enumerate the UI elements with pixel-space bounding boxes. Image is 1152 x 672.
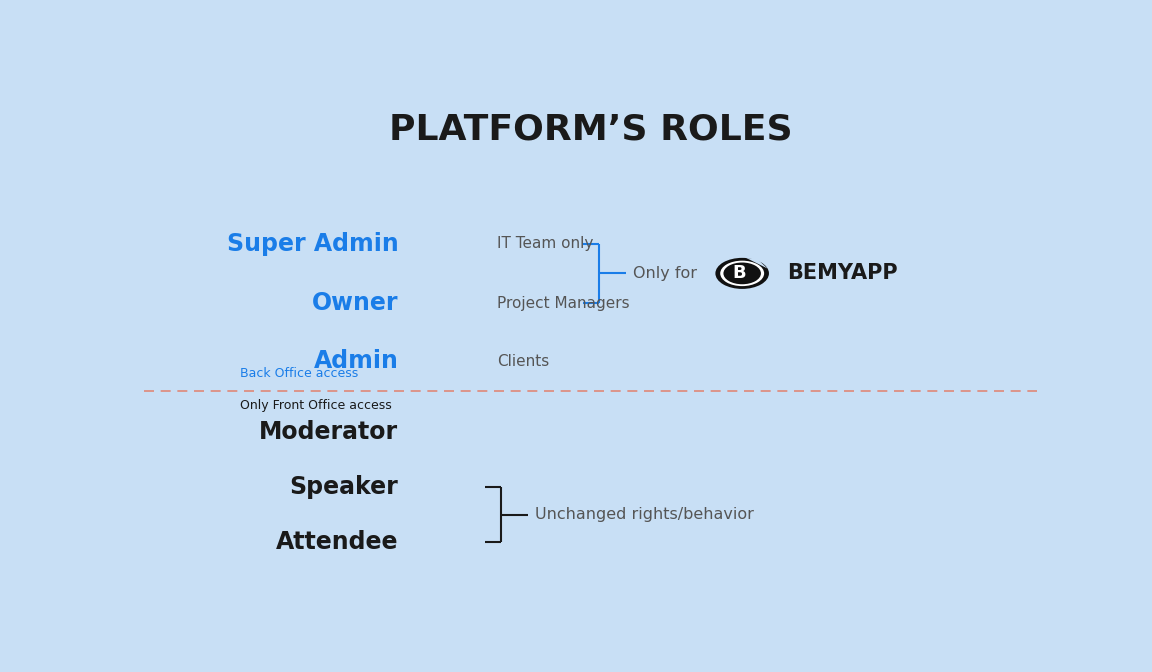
Text: Speaker: Speaker [289,475,399,499]
Text: Project Managers: Project Managers [497,296,629,310]
Text: Only Front Office access: Only Front Office access [241,399,392,413]
Text: IT Team only: IT Team only [497,236,593,251]
Text: Attendee: Attendee [276,530,399,554]
Text: BEMYAPP: BEMYAPP [787,263,897,284]
Circle shape [720,261,764,286]
Text: Super Admin: Super Admin [227,232,399,255]
Text: Moderator: Moderator [259,421,399,444]
Text: Only for: Only for [634,266,697,281]
Circle shape [715,258,770,289]
Circle shape [723,263,761,284]
Polygon shape [746,258,767,269]
Text: PLATFORM’S ROLES: PLATFORM’S ROLES [388,113,793,146]
Text: Clients: Clients [497,353,548,369]
Text: Admin: Admin [313,349,399,373]
Text: B: B [733,264,746,282]
Text: Owner: Owner [312,291,399,315]
Text: Unchanged rights/behavior: Unchanged rights/behavior [535,507,753,522]
Text: Back Office access: Back Office access [241,367,358,380]
